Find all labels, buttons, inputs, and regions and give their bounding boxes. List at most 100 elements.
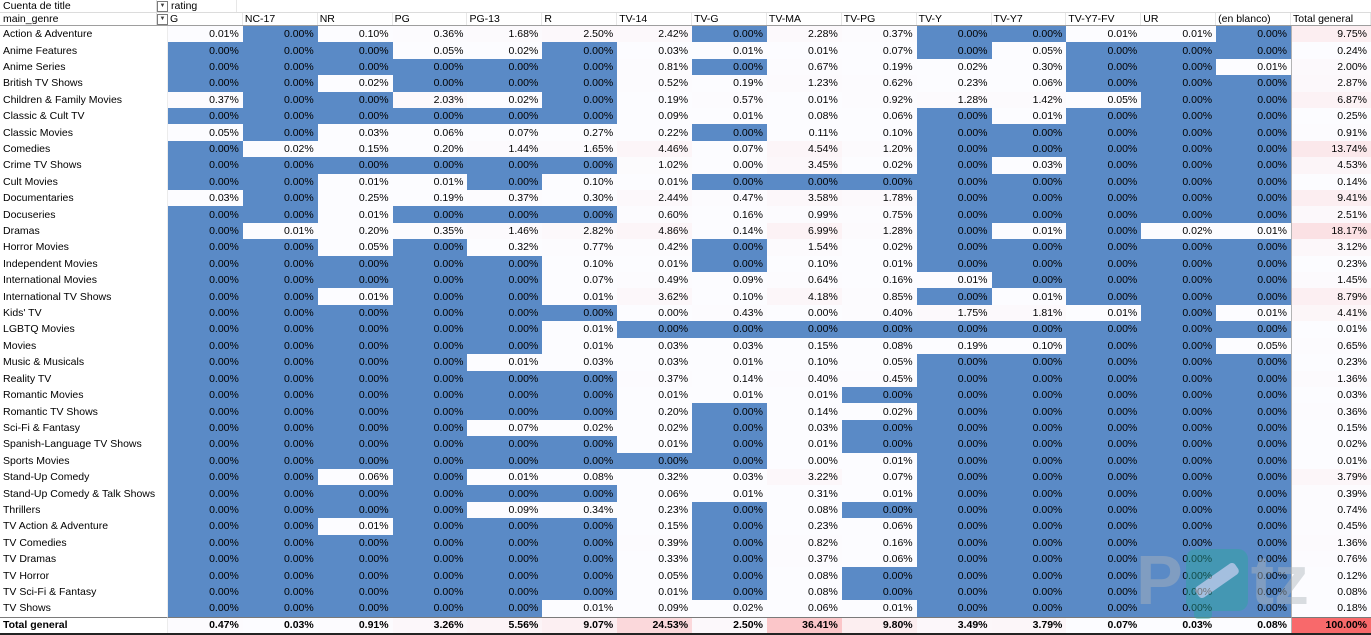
- row-total-cell[interactable]: 0.18%: [1291, 600, 1371, 617]
- pivot-cell[interactable]: 0.00%: [542, 403, 618, 420]
- pivot-cell[interactable]: 4.86%: [617, 222, 693, 240]
- pivot-cell[interactable]: 0.00%: [1141, 468, 1217, 486]
- pivot-cell[interactable]: 0.00%: [392, 354, 468, 371]
- pivot-cell[interactable]: 0.01%: [317, 518, 393, 535]
- pivot-cell[interactable]: 0.32%: [617, 468, 693, 486]
- pivot-cell[interactable]: 0.00%: [1141, 140, 1217, 158]
- pivot-cell[interactable]: 0.00%: [467, 583, 543, 601]
- pivot-cell[interactable]: 0.00%: [242, 452, 318, 469]
- pivot-cell[interactable]: 0.03%: [692, 337, 767, 355]
- pivot-cell[interactable]: 0.45%: [841, 370, 917, 387]
- pivot-cell[interactable]: 2.44%: [617, 190, 693, 207]
- pivot-cell[interactable]: 2.50%: [542, 26, 618, 43]
- pivot-cell[interactable]: 1.65%: [542, 140, 618, 158]
- pivot-cell[interactable]: 0.00%: [317, 321, 393, 338]
- pivot-cell[interactable]: 0.00%: [841, 173, 917, 191]
- pivot-cell[interactable]: 0.00%: [1066, 501, 1142, 519]
- row-total-cell[interactable]: 0.76%: [1291, 550, 1371, 568]
- pivot-cell[interactable]: 0.00%: [168, 288, 243, 305]
- row-label-sports-movies[interactable]: Sports Movies: [0, 452, 168, 469]
- pivot-cell[interactable]: 0.00%: [1066, 550, 1142, 568]
- pivot-cell[interactable]: 0.00%: [916, 255, 992, 273]
- row-label-independent-movies[interactable]: Independent Movies: [0, 255, 168, 273]
- pivot-cell[interactable]: 0.43%: [692, 304, 767, 322]
- pivot-cell[interactable]: 0.00%: [392, 518, 468, 535]
- pivot-cell[interactable]: 0.00%: [1216, 419, 1291, 437]
- pivot-cell[interactable]: 0.00%: [991, 518, 1067, 535]
- pivot-cell[interactable]: 0.01%: [617, 255, 693, 273]
- pivot-cell[interactable]: 0.01%: [617, 173, 693, 191]
- pivot-cell[interactable]: 0.00%: [916, 42, 992, 59]
- pivot-cell[interactable]: 0.00%: [242, 550, 318, 568]
- pivot-cell[interactable]: 0.00%: [542, 567, 618, 584]
- pivot-cell[interactable]: 0.02%: [317, 75, 393, 92]
- pivot-cell[interactable]: 0.00%: [991, 272, 1067, 289]
- pivot-cell[interactable]: 0.00%: [991, 436, 1067, 453]
- pivot-cell[interactable]: 0.00%: [168, 42, 243, 59]
- pivot-cell[interactable]: 0.00%: [916, 26, 992, 43]
- pivot-cell[interactable]: 0.08%: [542, 468, 618, 486]
- row-label-tv-dramas[interactable]: TV Dramas: [0, 550, 168, 568]
- pivot-cell[interactable]: 0.19%: [617, 91, 693, 109]
- pivot-cell[interactable]: 0.00%: [392, 403, 468, 420]
- row-label-music-musicals[interactable]: Music & Musicals: [0, 354, 168, 371]
- pivot-cell[interactable]: 0.00%: [467, 370, 543, 387]
- pivot-cell[interactable]: 0.00%: [542, 583, 618, 601]
- pivot-cell[interactable]: 0.00%: [242, 75, 318, 92]
- pivot-cell[interactable]: 0.00%: [1066, 58, 1142, 76]
- pivot-cell[interactable]: 0.08%: [766, 583, 842, 601]
- pivot-cell[interactable]: 0.00%: [1216, 468, 1291, 486]
- pivot-cell[interactable]: 0.00%: [841, 386, 917, 404]
- pivot-cell[interactable]: 0.10%: [766, 354, 842, 371]
- column-total-cell[interactable]: 36.41%: [766, 616, 842, 633]
- pivot-cell[interactable]: 0.05%: [317, 239, 393, 256]
- column-total-cell[interactable]: 0.47%: [168, 616, 243, 633]
- pivot-cell[interactable]: 0.00%: [1066, 403, 1142, 420]
- pivot-cell[interactable]: 0.00%: [991, 190, 1067, 207]
- pivot-cell[interactable]: 0.00%: [242, 600, 318, 617]
- pivot-cell[interactable]: 0.82%: [766, 534, 842, 551]
- pivot-cell[interactable]: 0.00%: [1066, 108, 1142, 125]
- pivot-cell[interactable]: 0.00%: [542, 452, 618, 469]
- pivot-cell[interactable]: 0.00%: [1216, 157, 1291, 174]
- pivot-cell[interactable]: 0.00%: [1141, 75, 1217, 92]
- pivot-cell[interactable]: 0.00%: [168, 337, 243, 355]
- pivot-cell[interactable]: 0.00%: [242, 321, 318, 338]
- pivot-cell[interactable]: 0.00%: [991, 501, 1067, 519]
- pivot-cell[interactable]: 0.35%: [392, 222, 468, 240]
- pivot-cell[interactable]: 0.77%: [542, 239, 618, 256]
- pivot-cell[interactable]: 1.44%: [467, 140, 543, 158]
- pivot-cell[interactable]: 0.09%: [617, 108, 693, 125]
- pivot-cell[interactable]: 0.00%: [168, 550, 243, 568]
- pivot-cell[interactable]: 0.00%: [168, 255, 243, 273]
- pivot-cell[interactable]: 0.00%: [1141, 436, 1217, 453]
- pivot-cell[interactable]: 0.00%: [916, 567, 992, 584]
- pivot-cell[interactable]: 0.00%: [1141, 272, 1217, 289]
- pivot-cell[interactable]: 0.00%: [1141, 255, 1217, 273]
- pivot-cell[interactable]: 0.23%: [916, 75, 992, 92]
- pivot-cell[interactable]: 0.00%: [991, 567, 1067, 584]
- pivot-cell[interactable]: 0.23%: [766, 518, 842, 535]
- pivot-cell[interactable]: 0.00%: [1141, 190, 1217, 207]
- pivot-cell[interactable]: 0.00%: [692, 58, 767, 76]
- pivot-cell[interactable]: 0.00%: [916, 485, 992, 502]
- pivot-cell[interactable]: 0.00%: [392, 255, 468, 273]
- row-label-docuseries[interactable]: Docuseries: [0, 206, 168, 223]
- pivot-cell[interactable]: 0.00%: [841, 419, 917, 437]
- pivot-cell[interactable]: 0.10%: [317, 26, 393, 43]
- pivot-cell[interactable]: 0.05%: [991, 42, 1067, 59]
- pivot-cell[interactable]: 0.00%: [1066, 452, 1142, 469]
- pivot-cell[interactable]: 0.00%: [392, 370, 468, 387]
- pivot-cell[interactable]: 0.00%: [1141, 518, 1217, 535]
- pivot-cell[interactable]: 0.00%: [542, 206, 618, 223]
- column-header-tv-y7[interactable]: TV-Y7: [992, 13, 1067, 25]
- pivot-cell[interactable]: 0.00%: [317, 354, 393, 371]
- pivot-cell[interactable]: 0.07%: [841, 468, 917, 486]
- column-header-tv-14[interactable]: TV-14: [617, 13, 693, 25]
- pivot-cell[interactable]: 0.25%: [317, 190, 393, 207]
- pivot-cell[interactable]: 0.07%: [467, 419, 543, 437]
- pivot-cell[interactable]: 0.00%: [392, 501, 468, 519]
- pivot-cell[interactable]: 0.00%: [1141, 288, 1217, 305]
- pivot-cell[interactable]: 0.00%: [542, 518, 618, 535]
- pivot-cell[interactable]: 0.01%: [841, 452, 917, 469]
